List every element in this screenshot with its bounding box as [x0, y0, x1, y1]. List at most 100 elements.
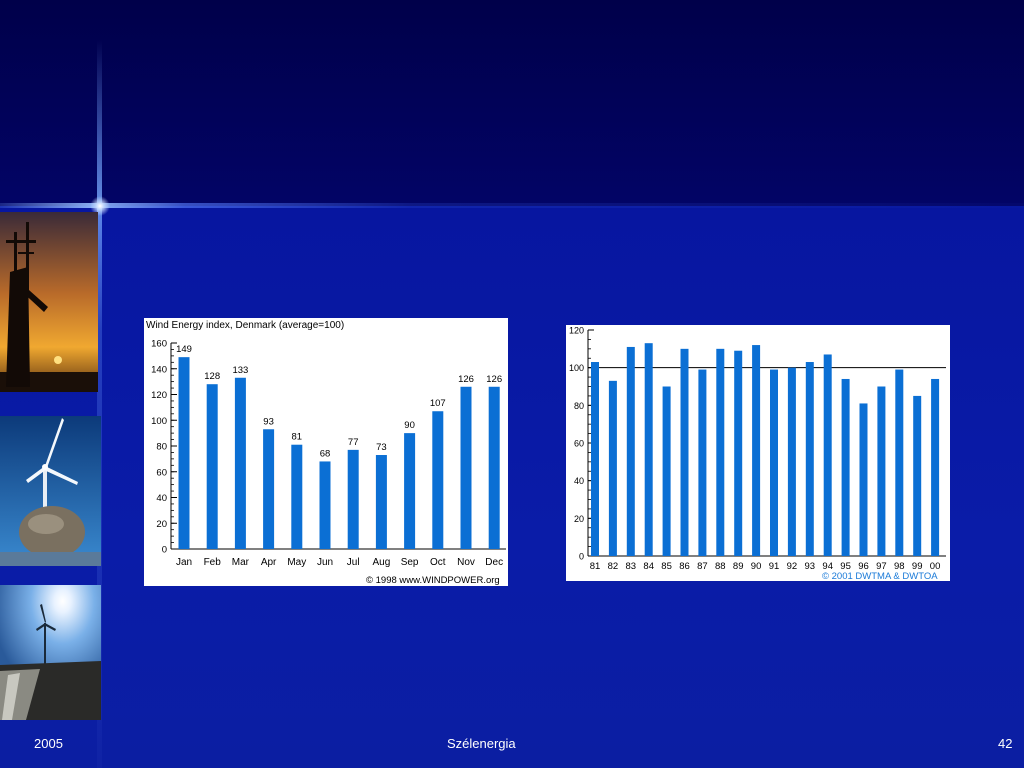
bar-85: [662, 386, 671, 556]
y-tick-label: 40: [156, 493, 167, 504]
y-tick-label: 0: [162, 545, 167, 556]
bar-84: [644, 343, 653, 556]
x-tick-label: Nov: [457, 557, 475, 568]
bar-Dec: [488, 386, 500, 549]
x-tick-label: Jul: [347, 557, 360, 568]
turbine-rock-photo: [0, 416, 101, 566]
bar-May: [291, 444, 303, 549]
bar-99: [913, 395, 922, 556]
light-flare-vertical: [97, 40, 102, 768]
bar-90: [752, 345, 761, 556]
chart1-credit: © 1998 www.WINDPOWER.org: [366, 575, 500, 586]
x-tick-label: 90: [751, 561, 762, 572]
x-tick-label: 92: [787, 561, 798, 572]
bar-98: [895, 369, 904, 556]
data-label: 107: [430, 398, 446, 409]
y-tick-label: 120: [151, 390, 167, 401]
x-tick-label: Jan: [176, 557, 192, 568]
data-label: 77: [348, 437, 359, 448]
x-tick-label: Feb: [204, 557, 222, 568]
bar-91: [770, 369, 778, 556]
data-label: 149: [176, 344, 192, 355]
bar-Aug: [375, 455, 387, 549]
bar-Jan: [178, 357, 190, 549]
x-tick-label: Aug: [373, 557, 391, 568]
x-tick-label: 82: [608, 561, 619, 572]
y-tick-label: 20: [574, 514, 584, 524]
x-tick-label: 95: [840, 561, 851, 572]
data-label: 133: [232, 365, 248, 376]
x-tick-label: 97: [876, 561, 887, 572]
bar-Apr: [263, 429, 275, 549]
x-tick-label: 84: [643, 561, 654, 572]
x-tick-label: 88: [715, 561, 726, 572]
y-tick-label: 60: [156, 467, 167, 478]
data-label: 128: [204, 371, 220, 382]
y-tick-label: 100: [569, 363, 584, 373]
chart1-title: Wind Energy index, Denmark (average=100): [146, 320, 344, 331]
data-label: 90: [404, 420, 415, 431]
bar-Jun: [319, 461, 331, 549]
turbine-sun-photo: [0, 585, 101, 720]
x-tick-label: 83: [626, 561, 637, 572]
y-tick-label: 60: [574, 439, 584, 449]
yearly-wind-index-chart: © 2001 DWTMA & DWTOA 0 20 40 60 80 100 120 81 82…: [566, 325, 950, 581]
footer-title: Szélenergia: [447, 736, 516, 751]
bar-88: [716, 348, 725, 556]
bar-92: [787, 367, 796, 556]
y-tick-label: 20: [156, 519, 167, 530]
x-tick-label: 94: [822, 561, 833, 572]
bar-Oct: [432, 411, 444, 549]
title-band: [0, 0, 1024, 206]
x-tick-label: 86: [679, 561, 690, 572]
bar-Jul: [347, 449, 359, 549]
bar-Feb: [206, 384, 218, 549]
y-tick-label: 120: [569, 326, 584, 336]
bar-Nov: [460, 386, 472, 549]
footer-year: 2005: [34, 736, 63, 751]
data-label: 93: [263, 416, 274, 427]
monthly-wind-index-plot: Wind Energy index, Denmark (average=100)…: [146, 320, 506, 586]
x-tick-label: Apr: [261, 557, 277, 568]
bar-86: [680, 348, 689, 556]
x-tick-label: Oct: [430, 557, 446, 568]
x-tick-label: 81: [590, 561, 601, 572]
x-tick-label: Mar: [232, 557, 250, 568]
bar-94: [823, 354, 832, 556]
bar-81: [591, 362, 599, 556]
bar-82: [608, 380, 617, 556]
x-tick-label: 99: [912, 561, 923, 572]
x-tick-label: 87: [697, 561, 708, 572]
bar-Sep: [404, 433, 416, 549]
y-tick-label: 80: [156, 442, 167, 453]
x-tick-label: 93: [805, 561, 816, 572]
y-tick-label: 40: [574, 476, 584, 486]
data-label: 73: [376, 442, 387, 453]
x-tick-label: May: [287, 557, 306, 568]
bar-83: [626, 346, 635, 556]
yearly-wind-index-plot: © 2001 DWTMA & DWTOA 0 20 40 60 80 100 120 81 82…: [569, 326, 946, 581]
data-label: 81: [292, 432, 303, 443]
bar-95: [841, 378, 850, 556]
bar-97: [877, 386, 886, 556]
x-tick-label: Dec: [485, 557, 503, 568]
bar-93: [805, 362, 814, 556]
bar-00: [931, 378, 940, 556]
data-label: 126: [486, 374, 502, 385]
x-tick-label: 96: [858, 561, 869, 572]
light-flare-core: [90, 196, 110, 216]
data-label: 126: [458, 374, 474, 385]
light-flare-horizontal: [0, 203, 1024, 208]
y-tick-label: 80: [574, 401, 584, 411]
data-label: 68: [320, 448, 331, 459]
x-tick-label: 98: [894, 561, 905, 572]
y-tick-label: 140: [151, 364, 167, 375]
bar-87: [698, 369, 707, 556]
y-tick-label: 0: [579, 552, 584, 562]
chart2-credit: © 2001 DWTMA & DWTOA: [822, 571, 938, 581]
x-tick-label: 85: [661, 561, 672, 572]
y-tick-label: 160: [151, 339, 167, 350]
x-tick-label: Jun: [317, 557, 333, 568]
y-tick-label: 100: [151, 416, 167, 427]
